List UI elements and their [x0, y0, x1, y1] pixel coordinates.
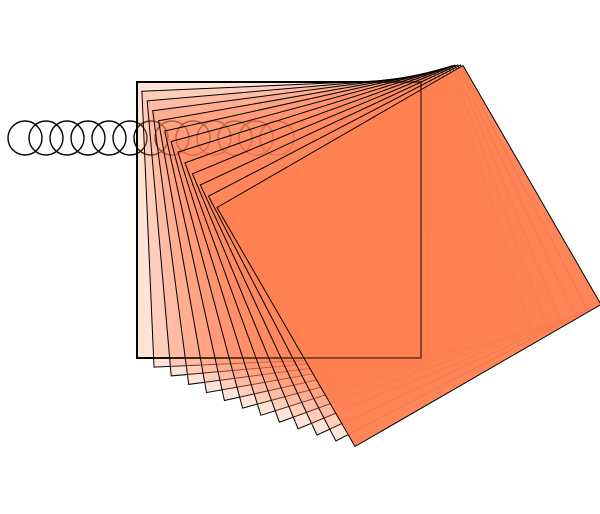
ring-4	[70, 120, 106, 156]
ring-5	[91, 120, 127, 156]
ring-3	[49, 120, 85, 156]
first-square-outline	[136, 81, 422, 359]
square-13	[216, 64, 600, 448]
ring-12	[238, 120, 274, 156]
top-square-outline	[136, 81, 422, 359]
ring-8	[154, 120, 190, 156]
ring-10	[196, 120, 232, 156]
square-stack	[136, 64, 600, 448]
ring-7	[133, 120, 169, 156]
ring-2	[28, 120, 64, 156]
ring-9	[175, 120, 211, 156]
ring-row	[7, 120, 295, 156]
ring-6	[112, 120, 148, 156]
ring-1	[7, 120, 43, 156]
